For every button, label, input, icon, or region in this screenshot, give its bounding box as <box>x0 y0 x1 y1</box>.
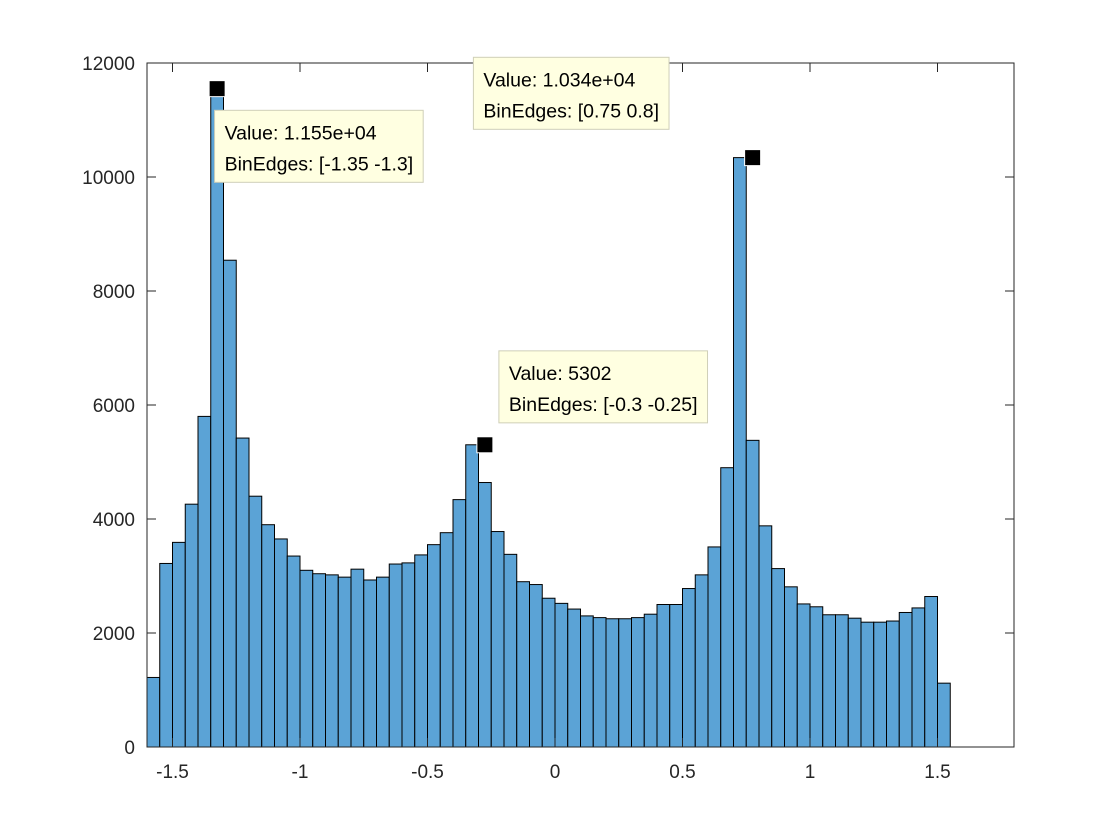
histogram-bar <box>771 568 785 748</box>
histogram-bar <box>567 608 581 748</box>
histogram-bar <box>694 574 709 748</box>
histogram-bar <box>796 603 811 748</box>
histogram-bar <box>401 562 416 748</box>
histogram-bar <box>541 597 556 748</box>
histogram-bar <box>452 499 467 748</box>
histogram-bar <box>490 531 505 748</box>
histogram-bar <box>210 88 224 748</box>
histogram-bar <box>516 581 530 748</box>
histogram-bar <box>618 618 632 748</box>
histogram-bar <box>159 562 173 748</box>
histogram-bar <box>924 596 938 748</box>
histogram-bar <box>529 584 543 748</box>
histogram-bar <box>350 568 365 748</box>
histogram-bar <box>248 495 263 748</box>
datatip-binedges-text: BinEdges: [0.75 0.8] <box>483 100 659 122</box>
y-tick-label: 2000 <box>93 624 135 645</box>
y-tick-label: 6000 <box>93 396 135 417</box>
datatip-box <box>214 109 424 183</box>
histogram-bar <box>184 503 199 748</box>
histogram-bar <box>414 554 428 748</box>
histogram-bar <box>503 553 518 748</box>
histogram-bar <box>261 524 275 748</box>
y-tick-label: 4000 <box>93 510 135 531</box>
histogram-bar <box>376 576 390 748</box>
histogram-bar <box>312 573 326 748</box>
histogram-bar <box>745 439 760 748</box>
histogram-bar <box>286 555 301 748</box>
histogram-bar <box>809 606 824 748</box>
x-tick-label: -1 <box>292 762 309 783</box>
histogram-bar <box>478 482 492 748</box>
datatip-value-text: Value: 1.034e+04 <box>483 69 635 91</box>
x-tick-label: -1.5 <box>156 762 189 783</box>
histogram-bar <box>822 614 836 748</box>
histogram-bar <box>197 415 212 748</box>
histogram-bar <box>682 588 696 748</box>
histogram-bar <box>873 621 887 748</box>
histogram-bar <box>427 544 441 748</box>
histogram-bar <box>911 607 926 748</box>
datatip-binedges-text: BinEdges: [-0.3 -0.25] <box>509 394 698 416</box>
histogram-bar <box>337 576 352 748</box>
histogram-bar <box>580 615 594 748</box>
datatip-value-text: Value: 1.155e+04 <box>225 122 377 144</box>
ticks-layer: -1.5 -1 -0.5 0 0.5 1 1.5 0 2000 4000 6000 8000 10000… <box>82 54 1014 783</box>
datatip[interactable]: Value: 1.155e+04 BinEdges: [-1.35 -1.3] <box>214 109 424 183</box>
x-tick-label: 0 <box>550 762 561 783</box>
histogram-bar <box>439 532 454 748</box>
y-tick-label: 8000 <box>93 282 135 303</box>
histogram-bar <box>937 682 951 748</box>
datatip-marker[interactable] <box>208 80 226 98</box>
datatip[interactable]: Value: 1.034e+04 BinEdges: [0.75 0.8] <box>472 56 670 130</box>
histogram-bar <box>465 444 479 748</box>
datatip-value-text: Value: 5302 <box>509 363 612 385</box>
y-tick-label: 10000 <box>82 168 135 189</box>
histogram-bar <box>643 613 658 748</box>
histogram-bar <box>720 467 734 748</box>
histogram-bar <box>835 614 849 748</box>
datatip-box <box>472 56 670 130</box>
datatip-binedges-text: BinEdges: [-1.35 -1.3] <box>225 153 414 175</box>
histogram-bar <box>886 620 900 748</box>
datatip-marker[interactable] <box>476 436 494 454</box>
histogram-bar <box>656 604 671 748</box>
datatip-box <box>498 350 709 424</box>
x-tick-label: 1.5 <box>924 762 950 783</box>
histogram-bar <box>669 604 683 748</box>
histogram-bar <box>847 617 862 748</box>
histogram-bar <box>388 563 403 748</box>
histogram-bar <box>758 525 773 748</box>
x-tick-label: 0.5 <box>669 762 695 783</box>
histogram-bar <box>223 259 237 748</box>
histogram-bar <box>146 676 161 748</box>
y-tick-label: 0 <box>124 738 135 759</box>
histogram-bar <box>631 617 645 748</box>
histogram-bar <box>274 538 288 748</box>
histogram-bar <box>860 621 875 748</box>
histogram-bar <box>784 586 798 748</box>
histogram-bar <box>299 569 314 748</box>
histogram-bar <box>733 157 747 748</box>
histogram-bar <box>898 611 913 748</box>
histogram-bar <box>605 618 620 748</box>
histogram-bar <box>363 579 377 748</box>
x-tick-label: -0.5 <box>411 762 444 783</box>
datatip[interactable]: Value: 5302 BinEdges: [-0.3 -0.25] <box>498 350 709 424</box>
histogram-bar <box>592 617 607 748</box>
histogram-bar <box>707 546 722 748</box>
histogram-bar <box>325 574 339 748</box>
y-tick-label: 12000 <box>82 54 135 75</box>
histogram-bar <box>554 602 569 748</box>
datatip-marker[interactable] <box>744 149 762 167</box>
histogram-bar <box>235 437 250 748</box>
x-tick-label: 1 <box>805 762 816 783</box>
histogram-bar <box>172 541 186 748</box>
